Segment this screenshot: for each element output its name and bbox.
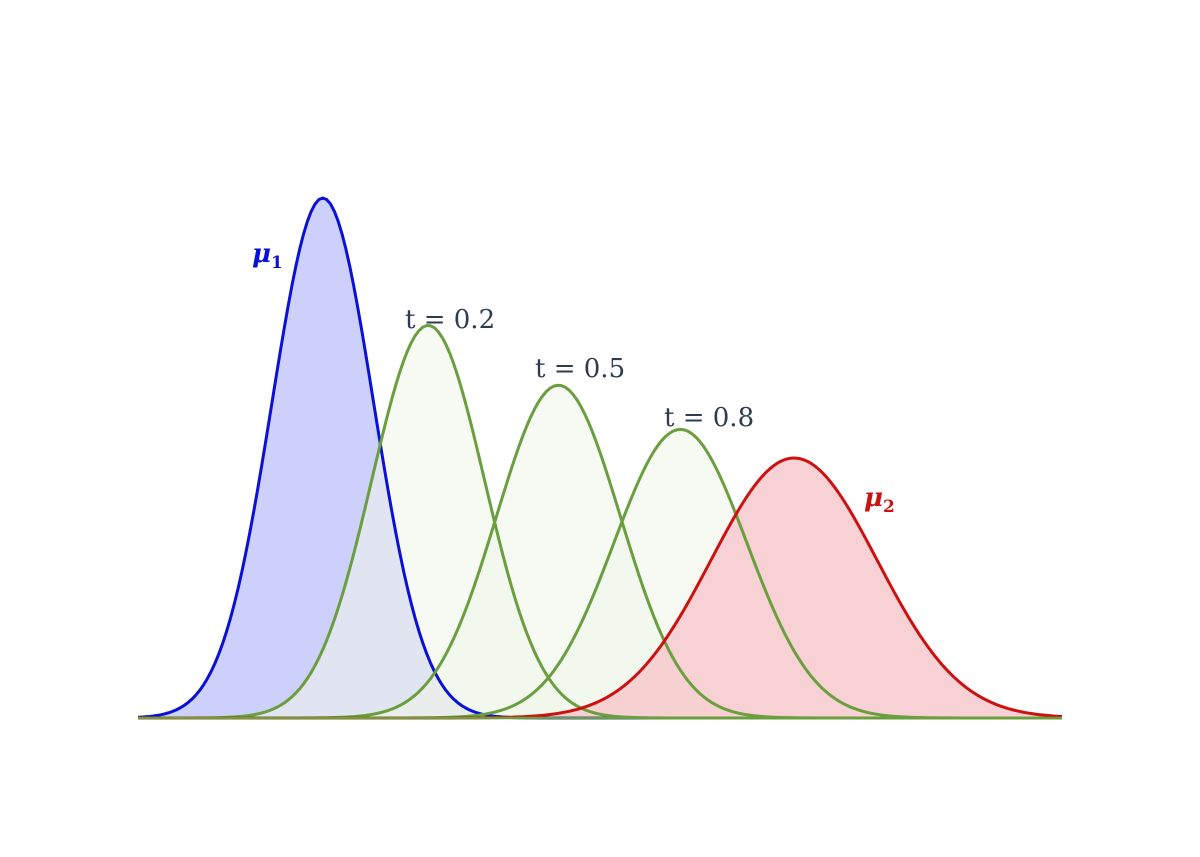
t-0.8-label: t = 0.8: [664, 403, 754, 433]
curve-fills: [138, 198, 1062, 718]
area-t-3: [138, 429, 1062, 718]
mu2-label: μ2: [864, 483, 895, 517]
t-0.2-label: t = 0.2: [405, 305, 495, 335]
mu1-label: μ1: [252, 239, 283, 273]
area-mu2: [138, 458, 1062, 718]
t-0.5-label: t = 0.5: [535, 354, 625, 384]
area-t-2: [138, 385, 1062, 718]
area-t-1: [138, 325, 1062, 718]
